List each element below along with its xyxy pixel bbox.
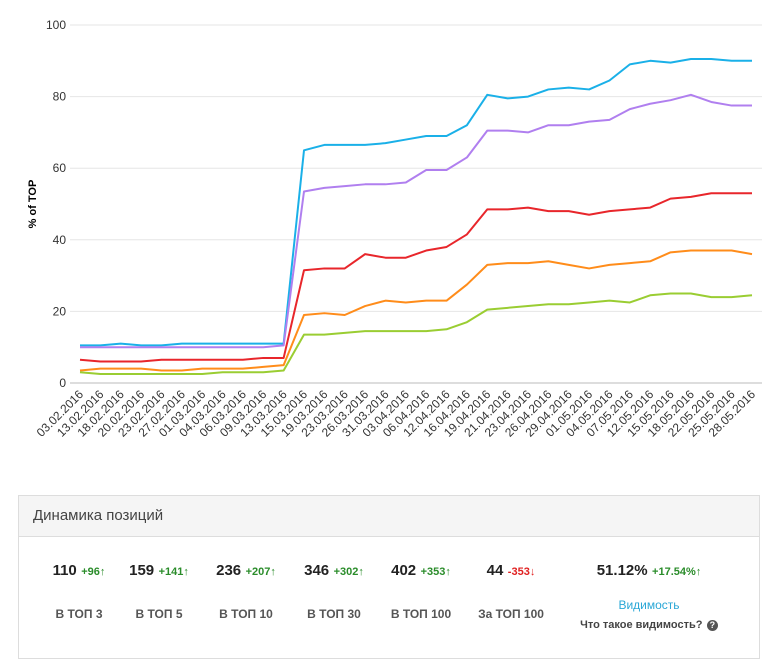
visibility-value: 51.12%	[596, 562, 648, 579]
arrow-up: ↑	[183, 566, 189, 578]
line	[79, 192, 752, 363]
line	[80, 93, 752, 349]
help-icon[interactable]: ?	[706, 620, 718, 631]
stat-value: 402	[391, 562, 417, 579]
stat-delta: +207	[245, 566, 271, 578]
stat-label: За ТОП 100	[478, 607, 544, 621]
stat: 110 +96↑	[19, 562, 139, 580]
help-link[interactable]: Что такое видимость?	[580, 619, 703, 631]
y-tick-label: 100	[46, 18, 66, 32]
arrow-up: ↑	[270, 566, 276, 578]
y-tick-label: 0	[59, 376, 66, 390]
stat: 236 +207↑	[186, 562, 306, 580]
y-axis-label: % of TOP	[27, 180, 39, 229]
stat: 44 -353↓	[451, 562, 571, 580]
stat-label: В ТОП 30	[307, 607, 361, 621]
stat-delta: +302	[333, 566, 359, 578]
line	[79, 249, 753, 372]
stat: 402 +353↑	[361, 562, 481, 580]
y-tick-label: 40	[53, 233, 67, 247]
visibility-delta: +17.54%	[652, 566, 696, 578]
stat-value: 44	[486, 562, 504, 579]
stat-value: 236	[216, 562, 242, 579]
visibility-link[interactable]: Видимость	[618, 598, 680, 612]
stat-label: В ТОП 3	[55, 607, 103, 621]
y-tick-label: 20	[53, 304, 67, 318]
stat: 346 +302↑	[274, 562, 394, 580]
stat: 159 +141↑	[99, 562, 219, 580]
line	[79, 292, 753, 376]
stat-label: В ТОП 10	[219, 607, 273, 621]
line	[80, 58, 752, 347]
stat-delta: +141	[158, 566, 184, 578]
arrow-up: ↑	[695, 566, 702, 578]
stat-label: В ТОП 5	[135, 607, 183, 621]
arrow-down: ↓	[529, 566, 536, 578]
y-tick-label: 80	[53, 90, 67, 104]
stat-value: 110	[52, 562, 77, 579]
stat-delta: +96	[81, 566, 100, 578]
stat-label: В ТОП 100	[390, 607, 452, 621]
visibility-block: Видимость Что такое видимость? ?	[559, 598, 739, 633]
arrow-up: ↑	[99, 566, 106, 578]
stat-value: 159	[129, 562, 155, 579]
arrow-up: ↑	[358, 566, 364, 578]
stat-value: 346	[304, 562, 330, 579]
stat-delta: +353	[420, 566, 446, 578]
arrow-up: ↑	[445, 566, 451, 578]
panel-title: Динамика позиций	[19, 496, 759, 537]
stat: 51.12% +17.54%↑	[559, 562, 739, 580]
positions-panel: Динамика позиций 110 +96↑ 159 +141↑ 236 …	[18, 495, 760, 659]
chart: % of TOP 02040608010003.02.201613.02.201…	[27, 18, 762, 440]
stat-delta: -353	[507, 566, 530, 578]
y-tick-label: 60	[53, 161, 67, 175]
